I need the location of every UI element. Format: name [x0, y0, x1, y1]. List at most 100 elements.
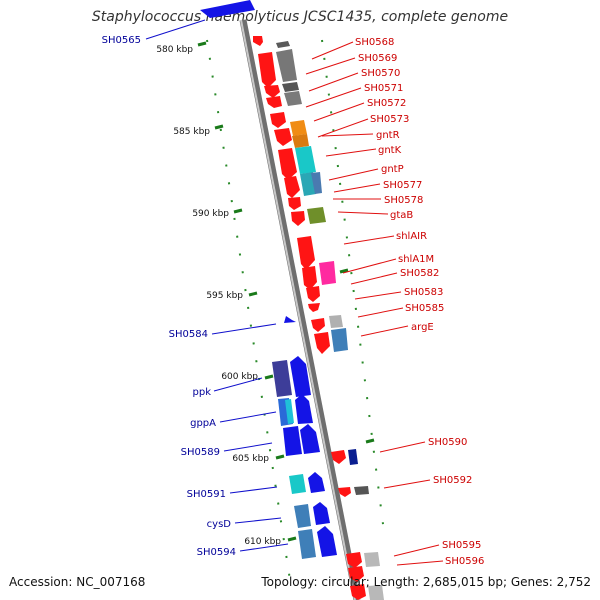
gene-SH0570-arrow[interactable]	[264, 85, 280, 98]
label-gntK[interactable]: gntK	[378, 145, 402, 156]
block-ppk	[272, 360, 292, 397]
scale-label-585: 585 kbp	[173, 127, 210, 137]
block-shlA1M	[319, 261, 336, 285]
block-SH0578	[311, 172, 322, 194]
block-SH0585	[329, 315, 343, 328]
block-cysD	[294, 504, 311, 528]
label-SH0584[interactable]: SH0584	[169, 329, 208, 340]
label-cysD[interactable]: cysD	[207, 519, 232, 530]
backbone-line	[239, 19, 361, 600]
block-SH0589	[283, 426, 302, 456]
label-gntP[interactable]: gntP	[381, 164, 404, 175]
accession-text: Accession: NC_007168	[9, 575, 146, 589]
scale-labels: 580 kbp 585 kbp 590 kbp 595 kbp 600 kbp …	[156, 45, 281, 547]
block-argE	[331, 328, 348, 352]
label-SH0591[interactable]: SH0591	[187, 489, 226, 500]
block-gntP	[295, 146, 316, 174]
label-SH0568[interactable]: SH0568	[355, 37, 394, 48]
left-guide-line	[206, 39, 291, 581]
label-SH0589[interactable]: SH0589	[181, 447, 220, 458]
label-SH0590[interactable]: SH0590	[428, 437, 467, 448]
gene-SH0591-arrow[interactable]	[308, 472, 325, 493]
gene-argE-arrow[interactable]	[314, 332, 330, 354]
gene-SH0571-arrow[interactable]	[266, 96, 282, 108]
gene-SH0596-arrow[interactable]	[348, 566, 364, 582]
label-SH0565[interactable]: SH0565	[102, 35, 141, 46]
label-SH0595[interactable]: SH0595	[442, 540, 481, 551]
gene-SH0594-arrow[interactable]	[317, 526, 337, 557]
tick-595	[248, 291, 258, 297]
right-gene-labels: SH0568 SH0569 SH0570 SH0571 SH0572 SH057…	[355, 37, 484, 567]
tick-600	[264, 374, 274, 380]
label-SH0594[interactable]: SH0594	[197, 547, 236, 558]
block-SH0571	[284, 91, 302, 106]
scale-label-605: 605 kbp	[232, 454, 269, 464]
gene-next-arrow[interactable]	[350, 584, 366, 600]
tick-605	[275, 454, 285, 460]
label-SH0578[interactable]: SH0578	[384, 195, 423, 206]
label-gntR[interactable]: gntR	[376, 130, 400, 141]
label-SH0592[interactable]: SH0592	[433, 475, 472, 486]
genome-backbone	[239, 19, 361, 600]
label-SH0583[interactable]: SH0583	[404, 287, 443, 298]
gene-SH0592-arrow[interactable]	[338, 487, 351, 497]
label-SH0596[interactable]: SH0596	[445, 556, 484, 567]
gene-SH0582-arrow[interactable]	[306, 286, 320, 302]
gene-gntK-arrow[interactable]	[284, 176, 300, 198]
label-SH0582[interactable]: SH0582	[400, 268, 439, 279]
label-SH0572[interactable]: SH0572	[367, 98, 406, 109]
gene-SH0572-arrow[interactable]	[270, 112, 286, 128]
label-gtaB[interactable]: gtaB	[390, 210, 413, 221]
tick-610	[287, 536, 297, 542]
label-shlAIR[interactable]: shlAIR	[396, 231, 427, 242]
block-gppA-2	[285, 399, 294, 424]
map-title: Staphylococcus haemolyticus JCSC1435, co…	[91, 9, 509, 25]
scale-label-580: 580 kbp	[156, 45, 193, 55]
label-gppA[interactable]: gppA	[190, 418, 216, 429]
scale-label-590: 590 kbp	[192, 209, 229, 219]
gene-cysD-arrow[interactable]	[313, 502, 330, 525]
gene-shlAIR-arrow[interactable]	[297, 236, 315, 270]
gene-SH0583-arrow[interactable]	[308, 303, 320, 312]
scale-ticks	[197, 41, 375, 542]
scale-label-600: 600 kbp	[221, 372, 258, 382]
gene-SH0569-arrow[interactable]	[258, 52, 276, 88]
block-SH0569	[276, 49, 297, 82]
label-SH0571[interactable]: SH0571	[364, 83, 403, 94]
tick-585	[214, 124, 224, 130]
gene-SH0565-arrow[interactable]	[200, 0, 255, 18]
label-ppk[interactable]: ppk	[193, 387, 212, 398]
label-SH0573[interactable]: SH0573	[370, 114, 409, 125]
label-argE[interactable]: argE	[411, 322, 434, 333]
gene-shlA1M-arrow[interactable]	[302, 266, 317, 290]
gene-gppA-arrow[interactable]	[295, 394, 313, 424]
forward-genes	[200, 0, 366, 600]
topology-text: Topology: circular; Length: 2,685,015 bp…	[261, 575, 591, 589]
backbone-highlight	[240, 19, 356, 600]
gene-gntR-arrow[interactable]	[278, 148, 297, 180]
gene-SH0584-arrow[interactable]	[284, 316, 296, 323]
gene-SH0589-arrow[interactable]	[300, 424, 320, 454]
block-SH0590	[348, 449, 358, 465]
gene-ppk-arrow[interactable]	[290, 356, 311, 397]
label-shlA1M[interactable]: shlA1M	[398, 254, 434, 265]
label-SH0577[interactable]: SH0577	[383, 180, 422, 191]
gene-SH0590-arrow[interactable]	[331, 450, 346, 464]
label-SH0585[interactable]: SH0585	[405, 303, 444, 314]
gene-SH0573-arrow[interactable]	[274, 128, 292, 146]
gene-gntP-arrow[interactable]	[288, 197, 301, 210]
gene-SH0595-arrow[interactable]	[346, 552, 362, 568]
block-SH0595	[364, 552, 380, 567]
gene-SH0568-arrow[interactable]	[253, 36, 263, 46]
gene-gtaB-arrow[interactable]	[291, 211, 305, 226]
label-SH0570[interactable]: SH0570	[361, 68, 400, 79]
left-leader-lines	[145, 19, 289, 552]
block-gtaB	[307, 207, 326, 224]
block-gntR	[290, 120, 307, 136]
block-SH0568	[276, 41, 290, 48]
label-SH0569[interactable]: SH0569	[358, 53, 397, 64]
block-gntK	[292, 134, 309, 148]
tick-580	[197, 41, 207, 47]
gene-SH0585-arrow[interactable]	[311, 318, 325, 332]
